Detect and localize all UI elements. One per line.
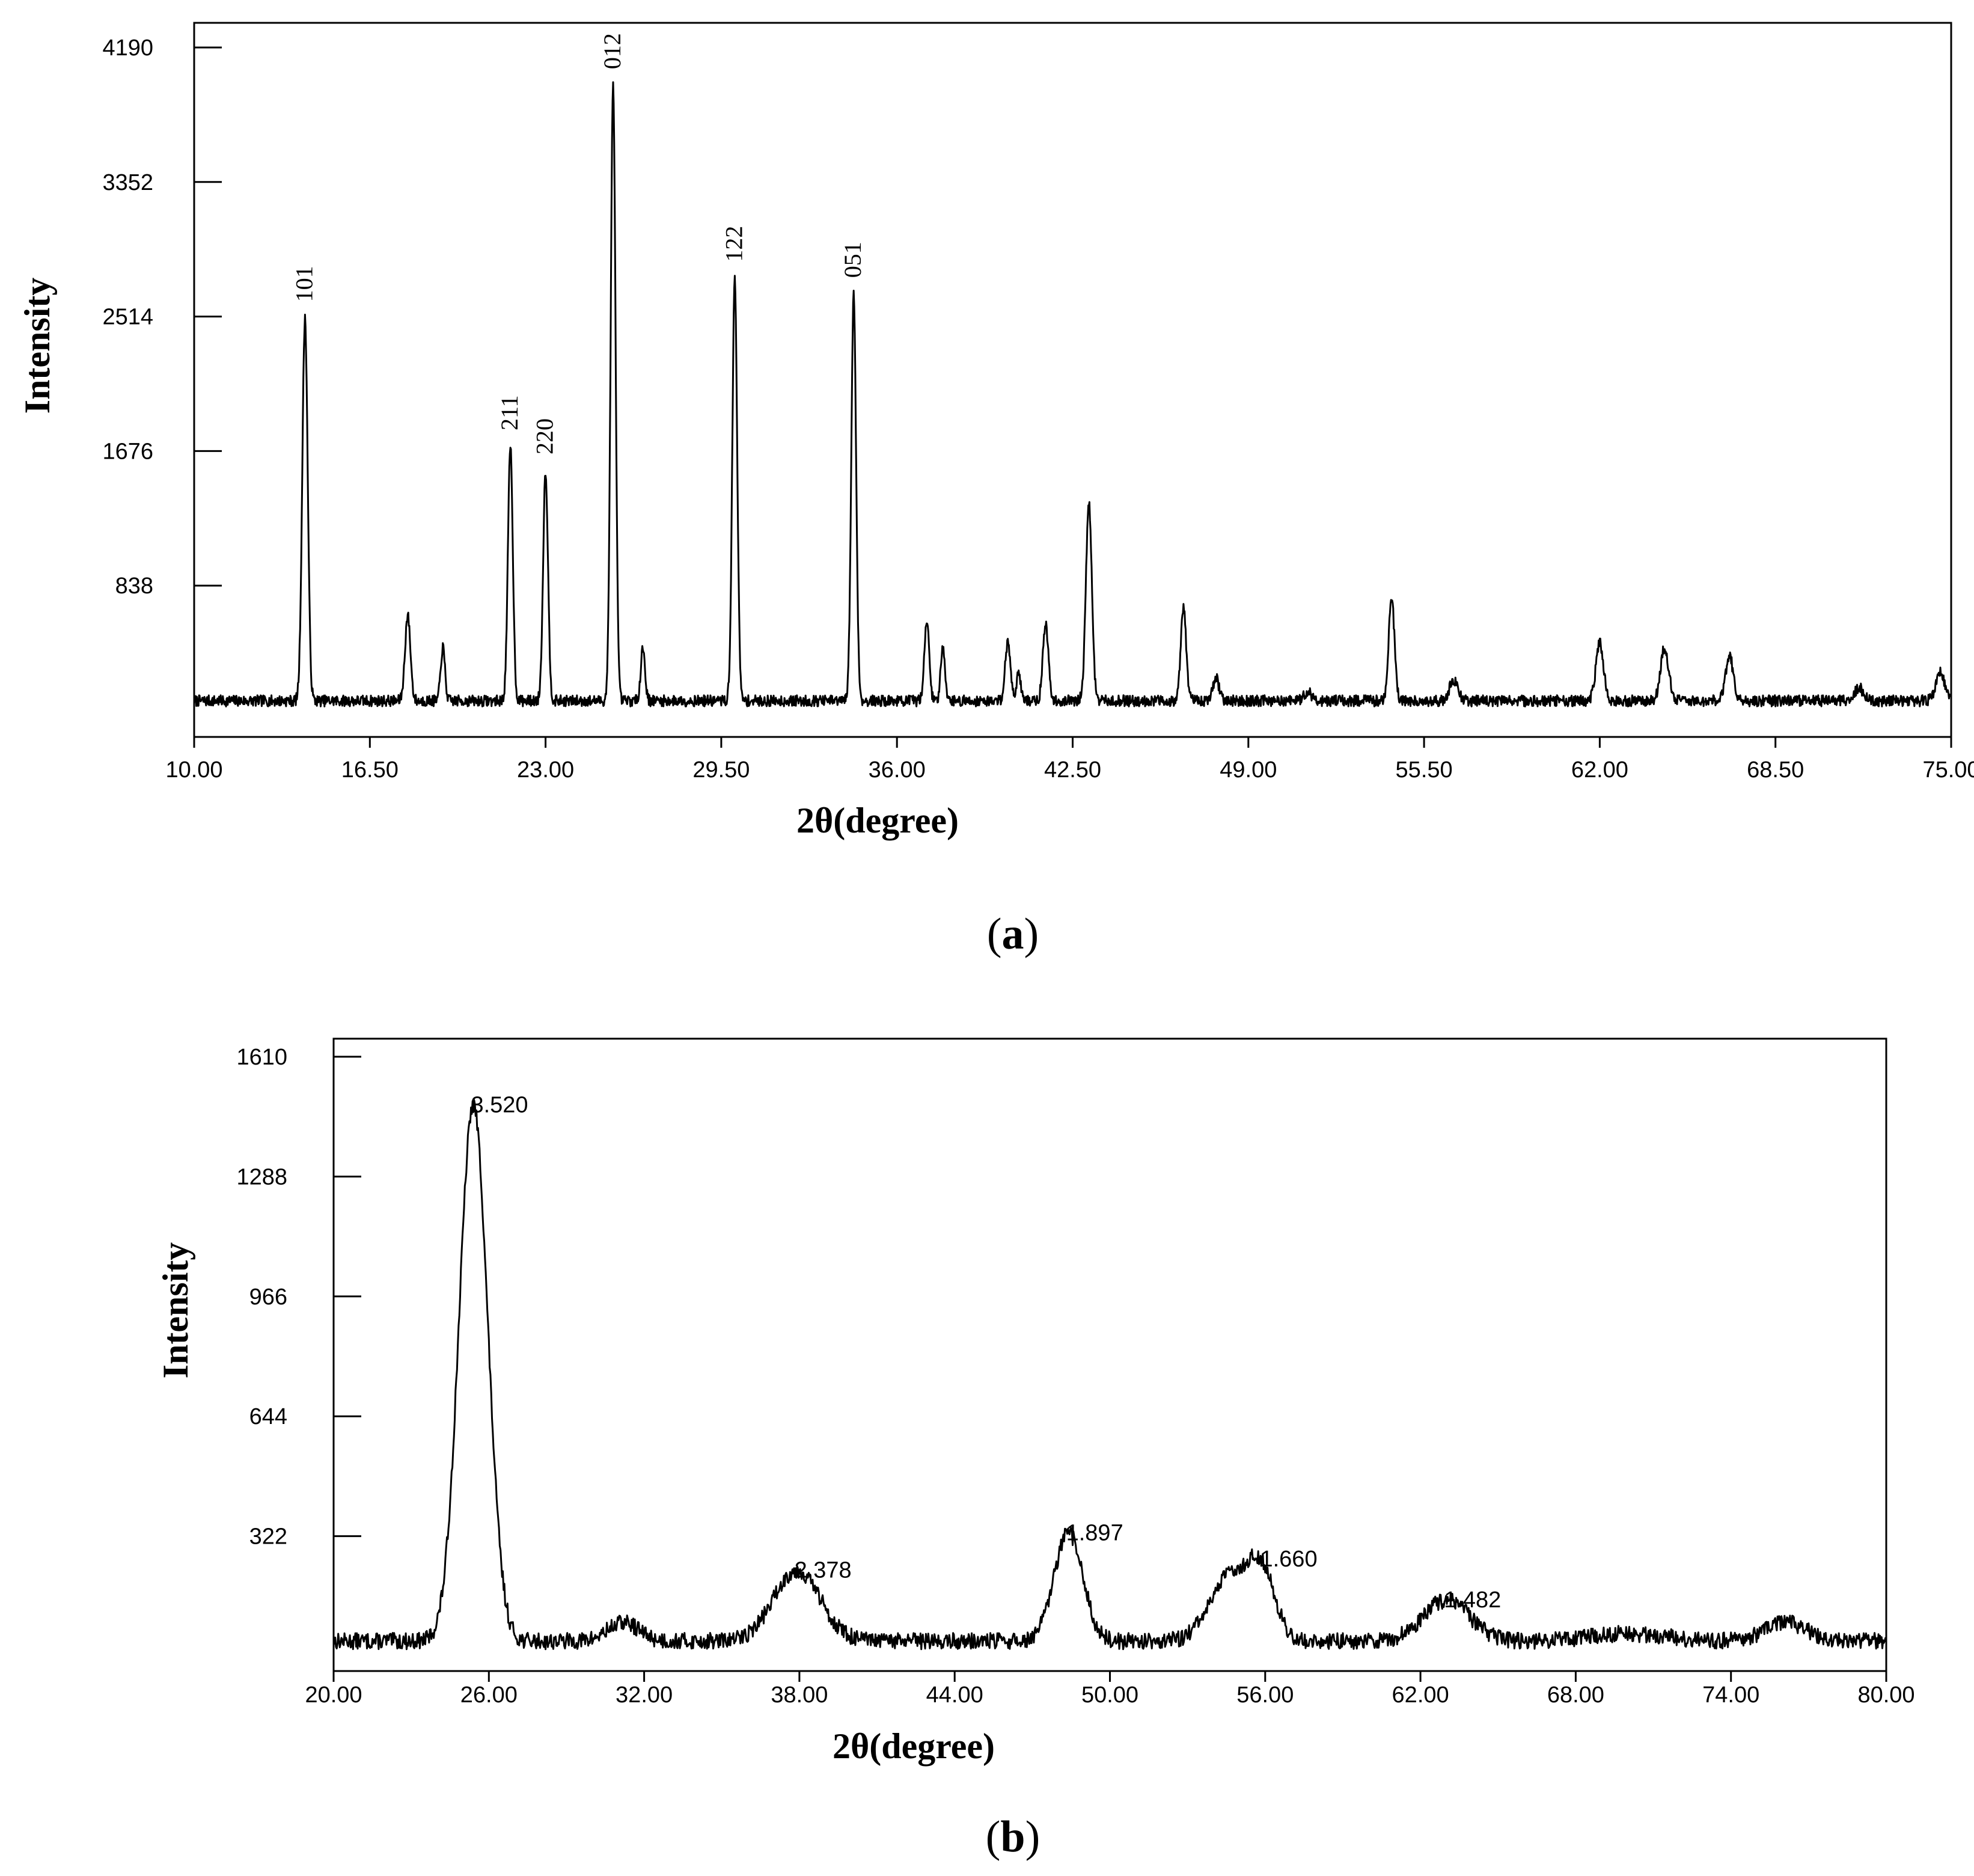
peak-label: 122 bbox=[720, 226, 747, 262]
peak-label: 1.660 bbox=[1260, 1547, 1317, 1572]
y-tick-label: 1288 bbox=[236, 1164, 287, 1190]
x-tick-label: 26.00 bbox=[460, 1682, 518, 1708]
panel-label-b: (b) bbox=[986, 1812, 1040, 1862]
peak-label: 1.482 bbox=[1444, 1587, 1501, 1613]
x-tick-label: 42.50 bbox=[1044, 757, 1101, 783]
y-tick-label: 3352 bbox=[102, 170, 153, 195]
peak-label: 3.520 bbox=[471, 1093, 528, 1118]
y-axis-title-a: Intensity bbox=[17, 278, 57, 414]
peak-label: 220 bbox=[531, 418, 558, 454]
peak-label: 1.897 bbox=[1066, 1521, 1123, 1546]
panel-label-a: (a) bbox=[987, 909, 1039, 959]
x-tick-label: 50.00 bbox=[1081, 1682, 1138, 1708]
x-tick-label: 68.50 bbox=[1747, 757, 1804, 783]
panel-label-b-letter: b bbox=[1000, 1812, 1025, 1862]
x-tick-label: 75.00 bbox=[1922, 757, 1974, 783]
y-tick-label: 838 bbox=[115, 573, 153, 599]
panel-label-a-letter: a bbox=[1002, 909, 1024, 959]
x-axis-title-a: 2θ(degree) bbox=[796, 801, 959, 840]
x-tick-label: 38.00 bbox=[771, 1682, 828, 1708]
y-tick-label: 1676 bbox=[102, 439, 153, 464]
x-tick-label: 62.00 bbox=[1392, 1682, 1449, 1708]
peak-label: 2.378 bbox=[795, 1558, 852, 1583]
x-tick-label: 62.00 bbox=[1571, 757, 1628, 783]
plot-frame-b bbox=[332, 1037, 1887, 1672]
x-axis-title-b: 2θ(degree) bbox=[833, 1726, 995, 1766]
x-tick-label: 23.00 bbox=[517, 757, 574, 783]
panel-label-b-open: ( bbox=[986, 1812, 1001, 1862]
y-tick-label: 4190 bbox=[102, 35, 153, 61]
x-tick-label: 44.00 bbox=[926, 1682, 983, 1708]
x-tick-label: 20.00 bbox=[305, 1682, 362, 1708]
y-tick-label: 322 bbox=[249, 1524, 287, 1550]
x-tick-label: 80.00 bbox=[1857, 1682, 1914, 1708]
panel-b: 322 644 966 1288 1610 20.00 26.00 32.00 38.00 44… bbox=[156, 1037, 1915, 1862]
x-axis-ticks-b: 20.00 26.00 32.00 38.00 44.00 50.00 56.00 62.00… bbox=[305, 1671, 1915, 1708]
x-tick-label: 32.00 bbox=[616, 1682, 673, 1708]
peak-label: 051 bbox=[839, 242, 866, 278]
panel-a: 838 1676 2514 3352 4190 10.00 16.50 23.00 29.50… bbox=[17, 22, 1974, 959]
y-axis-ticks-a: 838 1676 2514 3352 4190 bbox=[102, 35, 222, 599]
x-tick-label: 49.00 bbox=[1220, 757, 1277, 783]
panel-label-b-close: ) bbox=[1025, 1812, 1040, 1862]
x-tick-label: 29.50 bbox=[692, 757, 750, 783]
diffraction-trace-b bbox=[332, 1099, 1887, 1651]
y-tick-label: 644 bbox=[249, 1404, 287, 1429]
diffraction-trace-a bbox=[193, 81, 1952, 707]
y-axis-ticks-b: 322 644 966 1288 1610 bbox=[236, 1045, 361, 1550]
peak-label: 012 bbox=[599, 33, 626, 69]
peak-label: 211 bbox=[496, 395, 523, 430]
x-tick-label: 68.00 bbox=[1547, 1682, 1604, 1708]
x-tick-label: 55.50 bbox=[1396, 757, 1453, 783]
x-tick-label: 16.50 bbox=[341, 757, 399, 783]
panel-label-a-close: ) bbox=[1024, 909, 1039, 959]
x-axis-ticks-a: 10.00 16.50 23.00 29.50 36.00 42.50 49.00 55.50… bbox=[165, 737, 1974, 783]
y-tick-label: 1610 bbox=[236, 1045, 287, 1070]
y-axis-title-b: Intensity bbox=[156, 1242, 195, 1379]
x-tick-label: 74.00 bbox=[1702, 1682, 1759, 1708]
plot-frame-a bbox=[193, 22, 1952, 738]
panel-label-a-open: ( bbox=[987, 909, 1002, 959]
peak-labels-a: 101 211 220 012 122 051 bbox=[290, 33, 866, 454]
x-tick-label: 36.00 bbox=[869, 757, 926, 783]
y-tick-label: 966 bbox=[249, 1285, 287, 1310]
x-tick-label: 56.00 bbox=[1236, 1682, 1294, 1708]
x-tick-label: 10.00 bbox=[165, 757, 222, 783]
peak-label: 101 bbox=[290, 266, 317, 302]
y-tick-label: 2514 bbox=[102, 305, 153, 330]
peak-labels-b: 3.520 2.378 1.897 1.660 1.482 bbox=[471, 1093, 1501, 1613]
